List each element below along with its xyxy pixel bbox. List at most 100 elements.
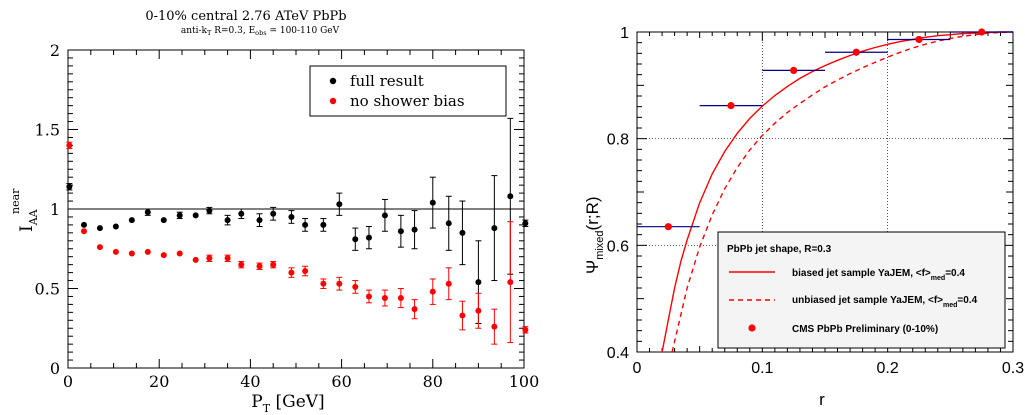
y-tick-label: 1 xyxy=(50,200,60,219)
data-point xyxy=(445,280,452,287)
data-point xyxy=(790,66,798,74)
right-grid xyxy=(637,32,1013,352)
data-point xyxy=(144,209,151,216)
data-point xyxy=(352,283,359,290)
data-point xyxy=(206,255,213,262)
data-point xyxy=(160,217,167,224)
x-tick-label: 0.1 xyxy=(751,360,773,377)
data-point xyxy=(112,248,119,255)
legend-marker-cms xyxy=(748,324,756,332)
data-point xyxy=(491,323,498,330)
data-point xyxy=(475,307,482,314)
x-tick-label: 80 xyxy=(423,372,443,391)
right-legend: PbPb jet shape, R=0.3 biased jet sample … xyxy=(717,231,1006,349)
x-tick-label: 0.2 xyxy=(877,360,899,377)
left-x-axis-label: PT [GeV] xyxy=(251,392,324,415)
right-x-axis-label: r xyxy=(819,390,825,409)
cms-data-points xyxy=(637,28,1013,231)
x-tick-label: 60 xyxy=(331,372,351,391)
data-point xyxy=(224,217,231,224)
data-point xyxy=(852,48,860,56)
data-point xyxy=(429,199,436,206)
data-point xyxy=(176,212,183,219)
data-point xyxy=(128,250,135,257)
right-data-marks xyxy=(637,28,1014,353)
data-point xyxy=(288,213,295,220)
y-tick-label: 2 xyxy=(50,41,60,60)
x-tick-label: 20 xyxy=(149,372,169,391)
data-point xyxy=(336,280,343,287)
data-point xyxy=(256,263,263,270)
x-tick-label: 40 xyxy=(240,372,260,391)
data-point xyxy=(302,268,309,275)
legend-label-cms: CMS PbPb Preliminary (0-10%) xyxy=(792,324,938,335)
y-tick-label: 0.4 xyxy=(607,345,629,362)
x-tick-label: 100 xyxy=(509,372,540,391)
right-legend-box xyxy=(717,231,1006,349)
data-point xyxy=(66,142,73,149)
right-legend-title: PbPb jet shape, R=0.3 xyxy=(727,244,832,255)
legend-label-unbiased: unbiased jet sample YaJEM, <f>med=0.4 xyxy=(792,295,978,309)
data-point xyxy=(397,228,404,235)
legend-label-full-result: full result xyxy=(350,72,424,90)
series-full-result xyxy=(66,117,529,324)
biased-curve xyxy=(661,31,1013,353)
left-y-axis-label: IAA near xyxy=(9,188,40,232)
data-point xyxy=(238,210,245,217)
data-point xyxy=(238,261,245,268)
y-tick-label: 0.6 xyxy=(607,238,629,255)
x-tick-label: 0 xyxy=(633,360,642,377)
data-point xyxy=(978,28,986,36)
left-data-marks xyxy=(66,117,529,345)
data-point xyxy=(915,35,923,44)
unbiased-curve xyxy=(671,31,1014,353)
svg-text:near: near xyxy=(9,188,22,214)
right-axis-ticks: 0 0.1 0.2 0.3 0.4 0.6 0.8 1 xyxy=(607,25,1024,377)
data-point xyxy=(176,250,183,257)
data-point xyxy=(336,201,343,208)
data-point xyxy=(475,279,482,286)
right-chart: 0 0.1 0.2 0.3 0.4 0.6 0.8 1 r Ψmixed(r;R) PbPb … xyxy=(583,25,1024,409)
left-chart-subtitle: anti-kT R=0.3, Eobs = 100-110 GeV xyxy=(181,26,340,37)
data-point xyxy=(320,280,327,287)
data-point xyxy=(320,221,327,228)
left-legend: full result no shower bias xyxy=(309,65,507,117)
legend-marker-no-shower-bias xyxy=(329,97,337,105)
legend-label-no-shower-bias: no shower bias xyxy=(350,92,465,110)
data-point xyxy=(224,255,231,262)
data-point xyxy=(411,226,418,233)
data-point xyxy=(381,212,388,219)
left-axis-ticks: 0 20 40 60 80 100 0 0.5 1 1.5 2 xyxy=(35,41,540,391)
data-point xyxy=(80,221,87,228)
left-chart: 0-10% central 2.76 ATeV PbPb anti-kT R=0… xyxy=(9,9,539,415)
data-point xyxy=(302,221,309,228)
x-tick-label: 0 xyxy=(63,372,73,391)
legend-marker-full-result xyxy=(329,77,337,85)
left-legend-box xyxy=(309,65,507,117)
left-chart-title: 0-10% central 2.76 ATeV PbPb xyxy=(145,9,346,24)
data-point xyxy=(445,220,452,227)
right-y-axis-label: Ψmixed(r;R) xyxy=(583,196,606,274)
y-tick-label: 0.5 xyxy=(35,280,60,299)
data-point xyxy=(459,229,466,236)
data-point xyxy=(429,288,436,295)
data-point xyxy=(160,252,167,259)
data-point xyxy=(664,223,672,231)
data-point xyxy=(66,183,73,190)
data-point xyxy=(352,236,359,243)
data-point xyxy=(491,225,498,232)
data-point xyxy=(96,244,103,251)
y-tick-label: 0 xyxy=(50,359,60,378)
data-point xyxy=(128,217,135,224)
y-tick-label: 1 xyxy=(620,25,629,42)
x-tick-label: 0.3 xyxy=(1002,360,1024,377)
data-point xyxy=(80,228,87,235)
data-point xyxy=(459,312,466,319)
data-point xyxy=(411,306,418,313)
data-point xyxy=(507,193,514,200)
data-point xyxy=(365,293,372,300)
data-point xyxy=(727,102,735,110)
data-point xyxy=(206,207,213,214)
data-point xyxy=(507,279,514,286)
